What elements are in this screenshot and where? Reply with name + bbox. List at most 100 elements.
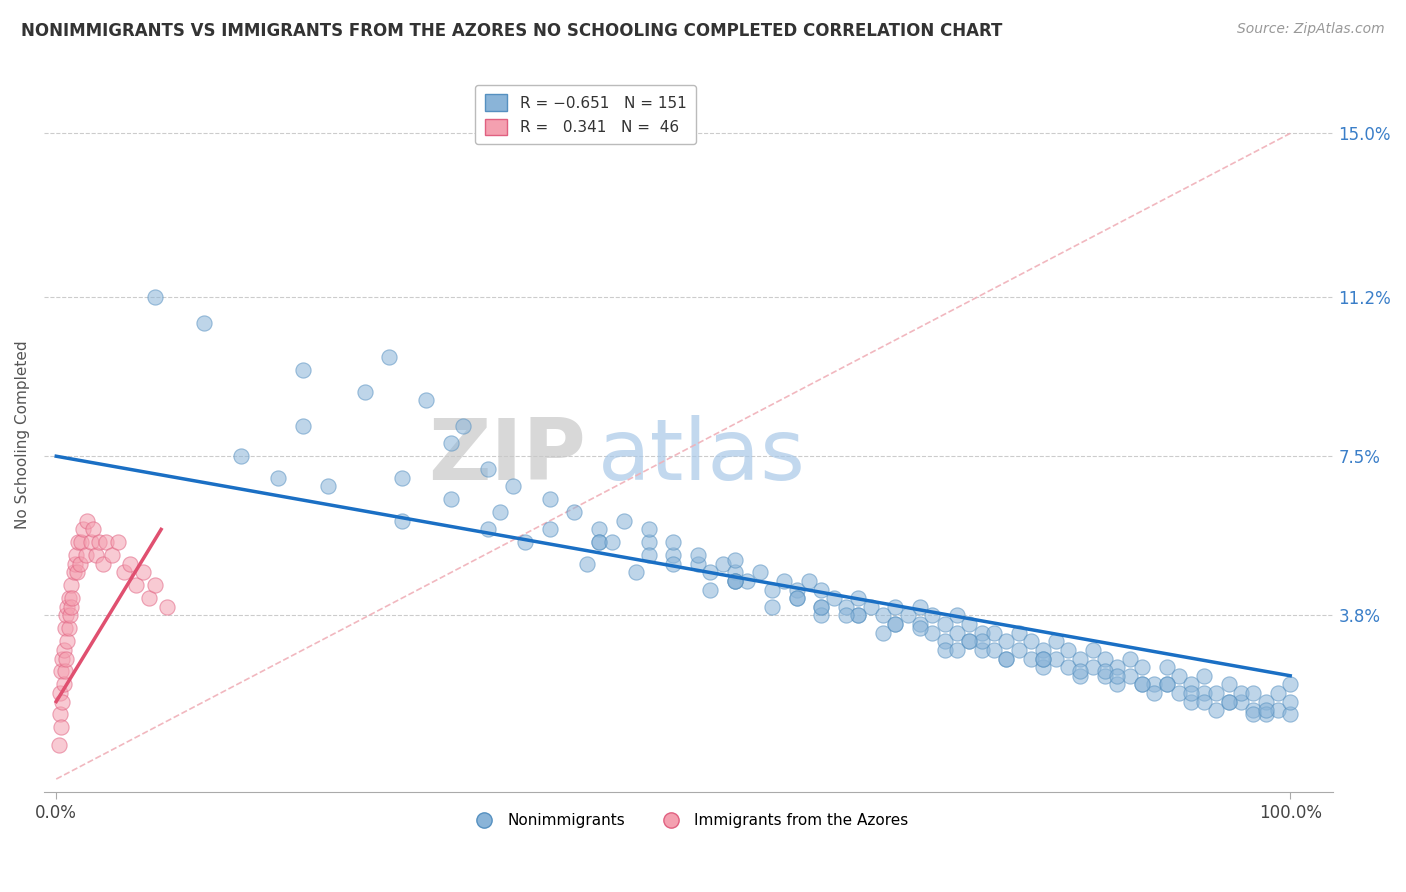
Point	[1119, 669, 1142, 683]
Point	[699, 566, 721, 580]
Point	[1156, 677, 1178, 691]
Point	[884, 617, 907, 632]
Point	[908, 621, 931, 635]
Point	[1267, 686, 1289, 700]
Point	[662, 535, 685, 549]
Point	[49, 707, 72, 722]
Point	[75, 548, 97, 562]
Point	[55, 651, 77, 665]
Point	[67, 535, 90, 549]
Point	[66, 566, 89, 580]
Point	[59, 608, 82, 623]
Point	[946, 643, 969, 657]
Point	[810, 582, 832, 597]
Point	[588, 535, 610, 549]
Point	[1254, 703, 1277, 717]
Point	[735, 574, 758, 588]
Point	[120, 557, 142, 571]
Point	[58, 621, 80, 635]
Point	[575, 557, 598, 571]
Point	[859, 599, 882, 614]
Point	[946, 625, 969, 640]
Point	[1107, 669, 1129, 683]
Point	[1205, 686, 1227, 700]
Point	[1192, 686, 1215, 700]
Point	[82, 522, 104, 536]
Point	[69, 557, 91, 571]
Point	[588, 522, 610, 536]
Point	[699, 582, 721, 597]
Point	[1032, 651, 1054, 665]
Point	[983, 625, 1005, 640]
Point	[810, 599, 832, 614]
Point	[477, 522, 499, 536]
Point	[55, 608, 77, 623]
Point	[72, 522, 94, 536]
Point	[724, 574, 747, 588]
Point	[921, 608, 943, 623]
Point	[1241, 686, 1264, 700]
Point	[51, 720, 73, 734]
Point	[391, 471, 413, 485]
Point	[786, 591, 808, 606]
Point	[1130, 677, 1153, 691]
Point	[1254, 707, 1277, 722]
Point	[1069, 651, 1091, 665]
Point	[686, 548, 709, 562]
Point	[1094, 669, 1116, 683]
Point	[934, 617, 956, 632]
Point	[1032, 660, 1054, 674]
Point	[415, 393, 437, 408]
Point	[1192, 669, 1215, 683]
Point	[292, 419, 315, 434]
Point	[724, 574, 747, 588]
Point	[761, 582, 783, 597]
Point	[1218, 677, 1240, 691]
Point	[1230, 695, 1253, 709]
Point	[934, 634, 956, 648]
Point	[995, 651, 1018, 665]
Point	[686, 557, 709, 571]
Point	[52, 677, 75, 691]
Point	[94, 535, 117, 549]
Point	[89, 535, 111, 549]
Point	[773, 574, 796, 588]
Point	[1180, 686, 1202, 700]
Point	[62, 566, 84, 580]
Point	[1107, 660, 1129, 674]
Point	[983, 643, 1005, 657]
Point	[724, 552, 747, 566]
Point	[489, 505, 512, 519]
Point	[724, 574, 747, 588]
Point	[946, 608, 969, 623]
Point	[502, 479, 524, 493]
Point	[957, 634, 980, 648]
Point	[49, 686, 72, 700]
Point	[1168, 686, 1191, 700]
Text: NONIMMIGRANTS VS IMMIGRANTS FROM THE AZORES NO SCHOOLING COMPLETED CORRELATION C: NONIMMIGRANTS VS IMMIGRANTS FROM THE AZO…	[21, 22, 1002, 40]
Point	[1218, 695, 1240, 709]
Text: Source: ZipAtlas.com: Source: ZipAtlas.com	[1237, 22, 1385, 37]
Point	[921, 625, 943, 640]
Point	[637, 522, 659, 536]
Point	[84, 548, 107, 562]
Point	[51, 665, 73, 679]
Point	[995, 651, 1018, 665]
Y-axis label: No Schooling Completed: No Schooling Completed	[15, 341, 30, 529]
Point	[564, 505, 586, 519]
Point	[1241, 707, 1264, 722]
Point	[1230, 686, 1253, 700]
Point	[995, 634, 1018, 648]
Point	[1279, 695, 1302, 709]
Point	[107, 535, 129, 549]
Point	[823, 591, 845, 606]
Point	[1081, 643, 1104, 657]
Point	[970, 643, 993, 657]
Point	[1032, 651, 1054, 665]
Point	[613, 514, 636, 528]
Text: ZIP: ZIP	[427, 415, 585, 498]
Point	[70, 535, 93, 549]
Point	[835, 608, 858, 623]
Point	[1069, 665, 1091, 679]
Point	[884, 599, 907, 614]
